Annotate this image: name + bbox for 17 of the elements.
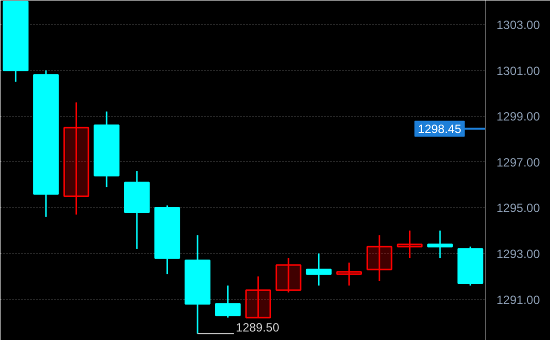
y-tick-label: 1291.00	[496, 292, 540, 307]
candlestick	[336, 262, 362, 286]
candlestick	[306, 252, 332, 286]
candlestick	[396, 230, 423, 259]
candlestick	[366, 234, 392, 282]
y-tick-label: 1297.00	[496, 155, 540, 170]
y-tick-label: 1293.00	[496, 246, 540, 261]
ref-line-label: 1298.45	[418, 122, 462, 136]
candlestick	[276, 257, 302, 294]
candlestick	[245, 276, 272, 318]
y-tick-label: 1303.00	[496, 18, 540, 32]
y-tick-label: 1301.00	[496, 64, 540, 78]
y-tick-label: 1295.00	[496, 201, 540, 216]
y-tick-label: 1299.00	[496, 110, 540, 124]
candlestick	[63, 102, 90, 216]
candlestick	[427, 230, 453, 259]
annotation: 1289.50	[236, 320, 280, 335]
